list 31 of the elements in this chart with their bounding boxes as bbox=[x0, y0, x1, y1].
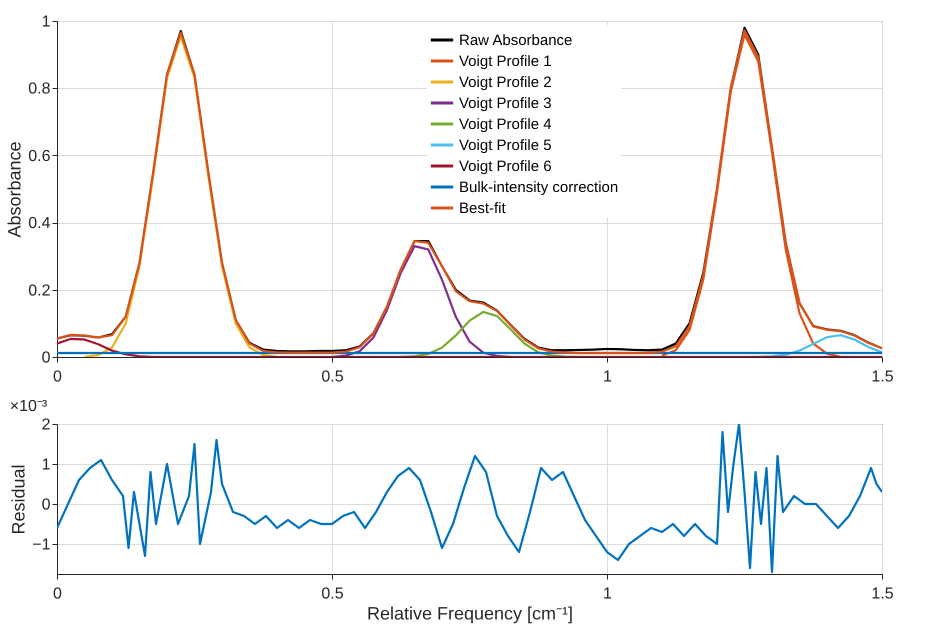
y-tick-label: 0.4 bbox=[28, 215, 51, 232]
x-tick-label: 0 bbox=[53, 586, 62, 602]
x-tick-label: 1 bbox=[603, 586, 612, 602]
legend-label: Voigt Profile 3 bbox=[459, 95, 552, 112]
legend-label: Voigt Profile 5 bbox=[459, 137, 552, 154]
x-tick-label: 1.5 bbox=[871, 586, 894, 602]
legend-label: Best-fit bbox=[459, 200, 507, 217]
y-tick-label: 2 bbox=[42, 416, 51, 434]
x-tick-label: 0 bbox=[53, 368, 62, 386]
y-tick-label: 0.2 bbox=[28, 282, 51, 300]
x-tick-label: 0.5 bbox=[321, 368, 344, 386]
x-axis-title: Relative Frequency [cm⁻¹] bbox=[366, 604, 574, 624]
y-axis-title: Absorbance bbox=[4, 141, 24, 238]
legend-label: Raw Absorbance bbox=[459, 32, 572, 49]
y-tick-label: 0.8 bbox=[28, 80, 51, 98]
y-tick-label: 0 bbox=[42, 496, 51, 514]
x-tick-label: 1 bbox=[603, 368, 612, 386]
y-tick-label: 0 bbox=[42, 350, 51, 366]
y-tick-label: 0.6 bbox=[28, 148, 51, 165]
text: ×10⁻³ bbox=[10, 398, 48, 415]
y-axis-title: Residual bbox=[8, 464, 28, 535]
y-tick-label: −1 bbox=[32, 536, 51, 554]
y-tick-label: 1 bbox=[42, 456, 51, 474]
legend-label: Bulk-intensity correction bbox=[459, 179, 618, 196]
legend-label: Voigt Profile 4 bbox=[459, 116, 552, 133]
x-tick-label: 1.5 bbox=[871, 368, 894, 386]
x-tick-label: 0.5 bbox=[321, 586, 344, 602]
legend-label: Voigt Profile 6 bbox=[459, 158, 552, 175]
legend-label: Voigt Profile 2 bbox=[459, 74, 552, 91]
legend-label: Voigt Profile 1 bbox=[459, 53, 552, 70]
y-tick-label: 1 bbox=[42, 14, 51, 30]
